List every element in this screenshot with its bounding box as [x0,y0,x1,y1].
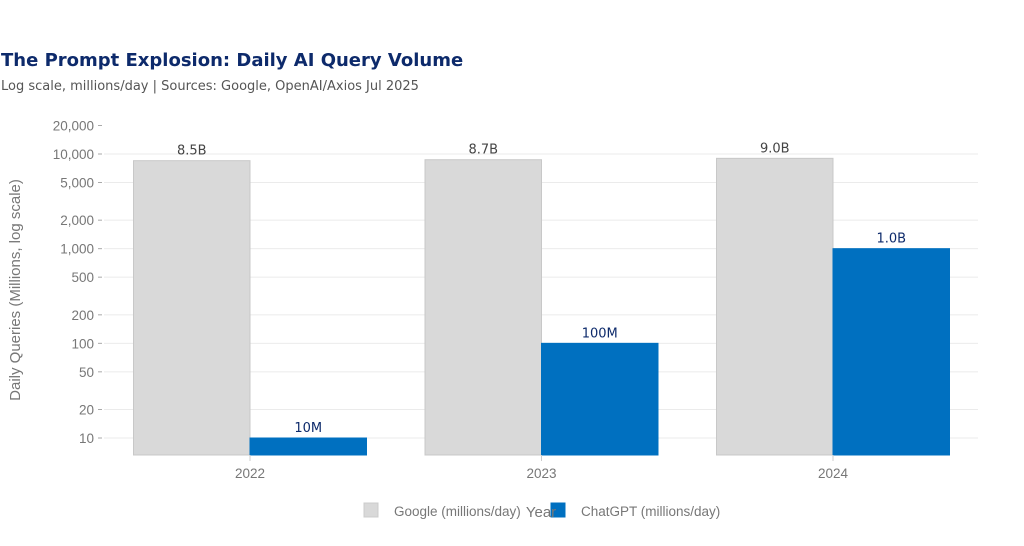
y-tick-label: 1,000 [60,242,94,257]
bars [133,157,950,456]
legend-label: ChatGPT (millions/day) [581,504,720,519]
x-axis-title: Year [526,504,556,521]
y-tick-label: 50 [79,365,94,380]
data-label-google-2022: 8.5B [177,144,207,159]
bar-chatgpt-2023[interactable] [541,342,659,456]
legend-item-google[interactable]: Google (millions/day) [363,502,521,519]
legend-swatch [363,502,379,518]
data-label-google-2024: 9.0B [760,141,790,156]
data-label-chatgpt-2024: 1.0B [876,232,906,247]
chart-title: The Prompt Explosion: Daily AI Query Vol… [1,50,464,71]
chart-subtitle: Log scale, millions/day | Sources: Googl… [1,79,419,94]
data-label-chatgpt-2023: 100M [582,326,618,341]
x-tick-label: 2023 [526,466,556,481]
y-axis-title: Daily Queries (Millions, log scale) [7,179,24,401]
bar-google-2024[interactable] [716,157,834,456]
x-axis: 2022 2023 2024 [235,455,849,481]
x-tick-label: 2024 [818,466,849,481]
legend-swatch [550,502,566,518]
y-tick-label: 2,000 [60,213,94,228]
y-tick-label: 100 [71,336,94,351]
legend-item-chatgpt[interactable]: ChatGPT (millions/day) [550,502,720,519]
y-tick-label: 500 [71,270,94,285]
y-tick-label: 20 [79,403,94,418]
bar-google-2023[interactable] [424,159,542,456]
data-label-google-2023: 8.7B [468,143,498,158]
legend-label: Google (millions/day) [394,504,521,519]
y-tick-label: 10 [79,431,94,446]
data-label-chatgpt-2022: 10M [294,421,322,436]
y-tick-label: 10,000 [53,147,94,162]
bar-google-2022[interactable] [133,160,251,456]
bar-chatgpt-2022[interactable] [249,437,367,456]
bar-chatgpt-2024[interactable] [832,248,950,456]
data-labels: 8.5B 10M 8.7B 100M 9.0B 1.0B [177,141,906,436]
y-tick-label: 200 [71,308,94,323]
legend: Google (millions/day) ChatGPT (millions/d… [363,502,720,519]
y-axis: 10 20 50 100 200 500 1,000 2,000 5,000 10,000 20,0… [53,119,102,446]
y-tick-label: 20,000 [53,119,94,134]
y-tick-label: 5,000 [60,175,94,190]
x-tick-label: 2022 [235,466,265,481]
